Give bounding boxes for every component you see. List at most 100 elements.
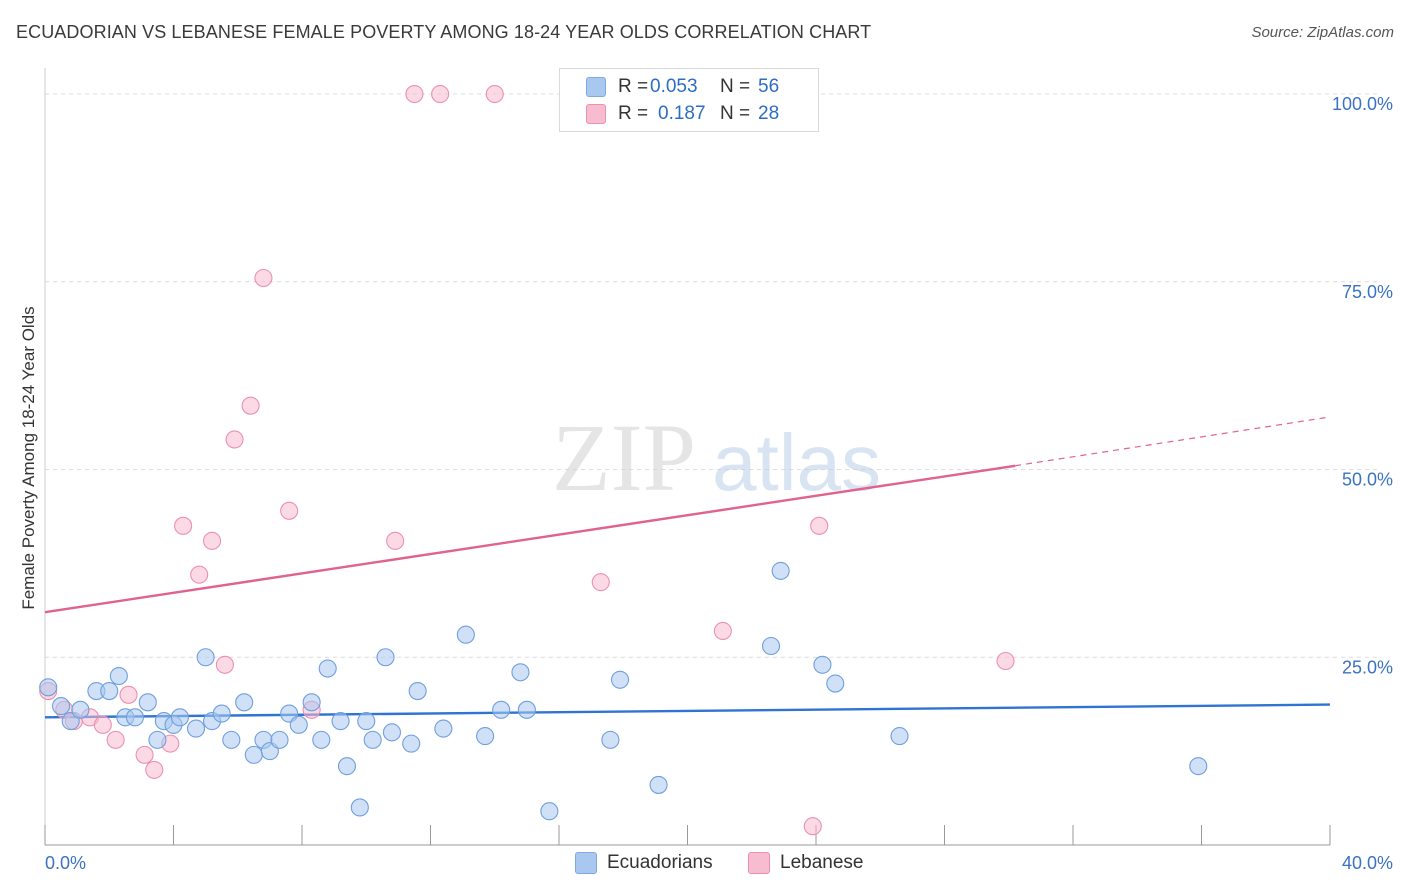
point-ecuadorians (71, 700, 90, 719)
point-lebanese (174, 516, 193, 535)
point-ecuadorians (517, 700, 536, 719)
point-ecuadorians (771, 561, 790, 580)
y-tick-label: 50.0% (1342, 470, 1393, 490)
point-ecuadorians (244, 745, 263, 764)
y-tick-label: 100.0% (1332, 94, 1393, 114)
point-ecuadorians (649, 775, 668, 794)
point-lebanese (803, 817, 822, 836)
point-ecuadorians (186, 719, 206, 738)
point-lebanese (106, 730, 125, 749)
series-swatch-lebanese (748, 852, 770, 874)
legend-n-label: N = (720, 76, 751, 97)
point-ecuadorians (302, 693, 321, 712)
point-ecuadorians (456, 625, 475, 644)
watermark-zip: ZIP (552, 404, 696, 511)
point-ecuadorians (601, 730, 620, 749)
point-ecuadorians (125, 708, 144, 727)
point-ecuadorians (212, 704, 231, 723)
point-lebanese (996, 651, 1015, 671)
point-ecuadorians (312, 730, 331, 749)
legend-swatch-ecuadorians (586, 77, 606, 97)
point-ecuadorians (402, 734, 421, 753)
point-ecuadorians (318, 659, 337, 678)
legend-row-ecuadorians: R = 0.053 N = 56 (586, 75, 779, 99)
point-ecuadorians (148, 730, 167, 749)
point-lebanese (145, 760, 164, 779)
point-ecuadorians (610, 670, 630, 689)
point-lebanese (119, 685, 138, 704)
data-points (39, 84, 1208, 836)
point-ecuadorians (109, 666, 128, 686)
point-ecuadorians (52, 697, 71, 716)
point-lebanese (241, 396, 260, 415)
series-label-ecuadorians: Ecuadorians (607, 852, 713, 873)
axes (44, 68, 1331, 846)
x-tick-label: 40.0% (1342, 853, 1393, 873)
point-lebanese (386, 531, 405, 550)
legend-row-lebanese: R = 0.187 N = 28 (586, 102, 779, 126)
series-legend: Ecuadorians Lebanese (0, 852, 1406, 876)
point-lebanese (203, 531, 222, 550)
legend-r-label: R = (618, 103, 649, 124)
watermark-atlas: atlas (712, 418, 881, 507)
point-lebanese (190, 565, 209, 584)
series-label-lebanese: Lebanese (780, 852, 864, 873)
point-ecuadorians (170, 708, 189, 727)
point-lebanese (431, 84, 450, 104)
point-ecuadorians (196, 648, 215, 667)
series-swatch-ecuadorians (575, 852, 597, 874)
point-lebanese (93, 715, 112, 734)
point-ecuadorians (761, 636, 781, 656)
point-ecuadorians (540, 802, 559, 821)
point-ecuadorians (363, 730, 382, 749)
legend-r-value: 0.187 (658, 103, 706, 124)
source-label: Source: ZipAtlas.com (1251, 24, 1394, 41)
series-legend-ecuadorians[interactable]: Ecuadorians (575, 852, 713, 874)
point-ecuadorians (222, 730, 241, 749)
point-ecuadorians (39, 678, 58, 697)
point-lebanese (810, 516, 829, 535)
trend-lines (44, 416, 1331, 719)
legend-r-value: 0.053 (650, 76, 698, 97)
point-lebanese (591, 573, 610, 592)
point-ecuadorians (235, 693, 254, 712)
point-ecuadorians (890, 727, 909, 746)
point-ecuadorians (270, 730, 289, 749)
trend-line-extension-lebanese (1015, 416, 1331, 467)
point-ecuadorians (376, 648, 395, 667)
x-tick-label: 0.0% (45, 853, 86, 873)
point-ecuadorians (350, 798, 369, 817)
point-lebanese (713, 621, 732, 641)
gridlines (45, 93, 1380, 658)
point-ecuadorians (408, 681, 427, 701)
point-ecuadorians (492, 700, 511, 719)
legend-n-value: 56 (758, 76, 780, 97)
point-ecuadorians (1189, 757, 1208, 776)
point-lebanese (254, 268, 273, 288)
legend-swatch-lebanese (586, 104, 606, 124)
point-ecuadorians (337, 757, 357, 776)
watermark: ZIP atlas (552, 404, 881, 511)
point-lebanese (135, 745, 154, 764)
point-ecuadorians (434, 719, 453, 738)
point-lebanese (225, 430, 244, 449)
legend-n-value: 28 (758, 103, 780, 124)
point-lebanese (405, 84, 424, 104)
point-ecuadorians (100, 681, 119, 701)
y-tick-label: 25.0% (1342, 657, 1393, 677)
point-ecuadorians (138, 693, 157, 712)
point-lebanese (215, 655, 234, 674)
chart-title: ECUADORIAN VS LEBANESE FEMALE POVERTY AM… (16, 22, 872, 42)
point-ecuadorians (357, 712, 376, 731)
point-ecuadorians (511, 663, 530, 682)
point-lebanese (485, 84, 504, 104)
stats-legend: R = 0.053 N = 56 R = 0.187 N = 28 (559, 68, 819, 132)
legend-r-label: R = (618, 76, 649, 97)
point-ecuadorians (331, 712, 350, 731)
legend-n-label: N = (720, 103, 751, 124)
series-legend-lebanese[interactable]: Lebanese (748, 852, 863, 874)
y-tick-label: 75.0% (1342, 282, 1393, 302)
point-ecuadorians (382, 723, 402, 742)
point-ecuadorians (476, 727, 495, 746)
